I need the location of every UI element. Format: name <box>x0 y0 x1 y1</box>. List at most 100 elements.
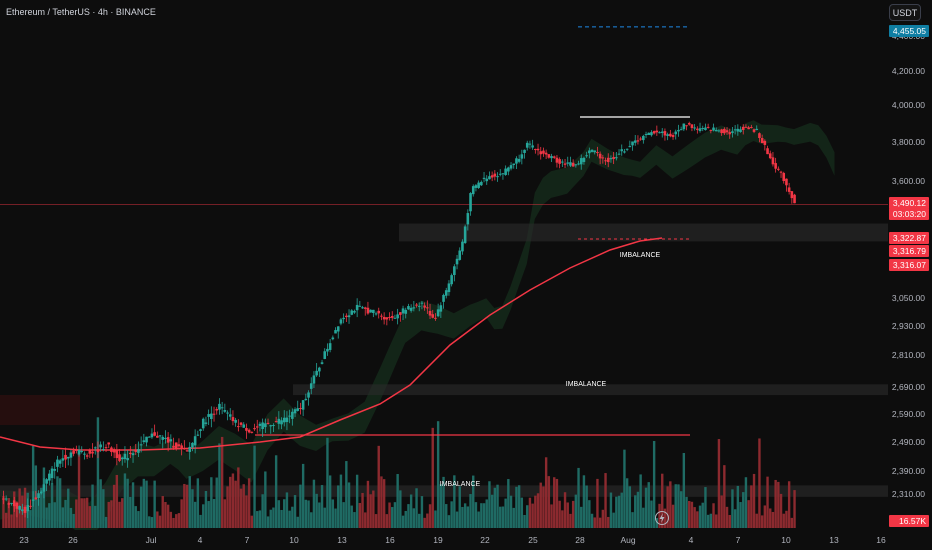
volume-bar <box>679 491 683 528</box>
volume-bar <box>299 484 302 528</box>
volume-bar <box>785 510 788 528</box>
candle-body <box>755 128 759 131</box>
volume-bar <box>245 495 248 528</box>
volume-bar <box>736 485 740 528</box>
candle-body <box>250 431 254 433</box>
candle-body <box>428 310 432 316</box>
volume-bar <box>204 490 208 528</box>
candle-body <box>458 250 462 260</box>
candle-body <box>747 127 750 130</box>
time-tick-label: 25 <box>528 535 538 545</box>
volume-bar <box>744 477 748 528</box>
volume-bar <box>715 514 718 528</box>
volume-bar <box>137 511 140 528</box>
volume-bar <box>644 487 648 528</box>
candle-body <box>469 193 472 212</box>
volume-bars <box>2 417 796 528</box>
volume-bar <box>779 493 783 528</box>
price-tag-bg <box>889 197 929 209</box>
candle-body <box>37 493 40 499</box>
volume-bar <box>677 484 680 528</box>
candle-body <box>207 414 210 417</box>
volume-bar <box>361 492 364 528</box>
candle-body <box>355 304 359 311</box>
volume-bar <box>145 480 148 528</box>
volume-bar <box>56 476 59 528</box>
volume-bar <box>301 463 305 528</box>
volume-bar <box>547 476 551 528</box>
candle-body <box>372 309 375 313</box>
candle-body <box>139 444 143 446</box>
candle-body <box>741 126 745 130</box>
volume-bar <box>698 505 702 528</box>
volume-bar <box>623 449 626 528</box>
candle-body <box>782 172 786 182</box>
candle-body <box>617 153 621 155</box>
candle-body <box>412 307 416 309</box>
candle-body <box>366 307 370 314</box>
volume-bar <box>350 505 353 528</box>
candle-body <box>596 152 599 154</box>
volume-bar <box>285 492 289 528</box>
volume-bar <box>601 509 605 528</box>
candle-body <box>237 426 240 428</box>
candle-body <box>690 124 694 128</box>
candle-body <box>566 162 570 164</box>
volume-bar <box>720 495 723 528</box>
volume-bar <box>763 505 767 528</box>
volume-bar <box>523 514 526 528</box>
time-tick-label: 10 <box>289 535 299 545</box>
volume-bar <box>45 507 48 528</box>
volume-bar <box>77 450 81 528</box>
candle-body <box>45 479 48 484</box>
volume-bar <box>461 506 464 528</box>
volume-bar <box>320 485 324 528</box>
candle-body <box>120 457 124 460</box>
ichimoku-band <box>0 120 835 540</box>
volume-bar <box>91 484 94 528</box>
volume-bar <box>534 495 537 528</box>
candle-body <box>687 123 691 125</box>
candle-body <box>172 445 175 448</box>
volume-bar <box>580 506 583 528</box>
candle-body <box>69 452 73 458</box>
volume-bar <box>515 486 518 528</box>
candle-body <box>339 319 343 324</box>
volume-bar <box>102 489 105 528</box>
candle-body <box>39 491 43 494</box>
time-axis-bg <box>0 530 932 550</box>
volume-bar <box>458 486 461 528</box>
candle-body <box>374 313 378 315</box>
price-tag-label: 3,316.07 <box>893 260 926 270</box>
lightning-icon[interactable] <box>655 511 669 525</box>
volume-bar <box>234 480 237 528</box>
candle-body <box>369 309 372 313</box>
volume-bar <box>353 512 356 528</box>
volume-bar <box>385 514 389 528</box>
volume-bar <box>723 465 726 528</box>
volume-bar <box>558 500 561 528</box>
candle-body <box>771 157 775 165</box>
candle-body <box>4 498 8 500</box>
candle-body <box>709 129 713 131</box>
currency-button[interactable]: USDT <box>889 4 921 21</box>
candle-body <box>717 130 721 132</box>
candle-body <box>299 407 302 409</box>
volume-bar <box>469 494 472 528</box>
volume-bar <box>750 485 753 528</box>
candle-body <box>342 317 345 320</box>
candle-body <box>156 435 159 438</box>
volume-bar <box>334 508 337 528</box>
volume-bar <box>617 495 621 528</box>
volume-bar <box>64 499 67 528</box>
time-tick-label: 19 <box>433 535 443 545</box>
candle-body <box>714 129 718 132</box>
candle-body <box>696 128 699 130</box>
candle-body <box>612 157 615 160</box>
volume-bar <box>701 502 704 528</box>
price-tag-bg <box>889 259 929 271</box>
volume-bar <box>347 482 351 528</box>
candle-body <box>480 181 483 186</box>
candle-body <box>768 153 772 159</box>
